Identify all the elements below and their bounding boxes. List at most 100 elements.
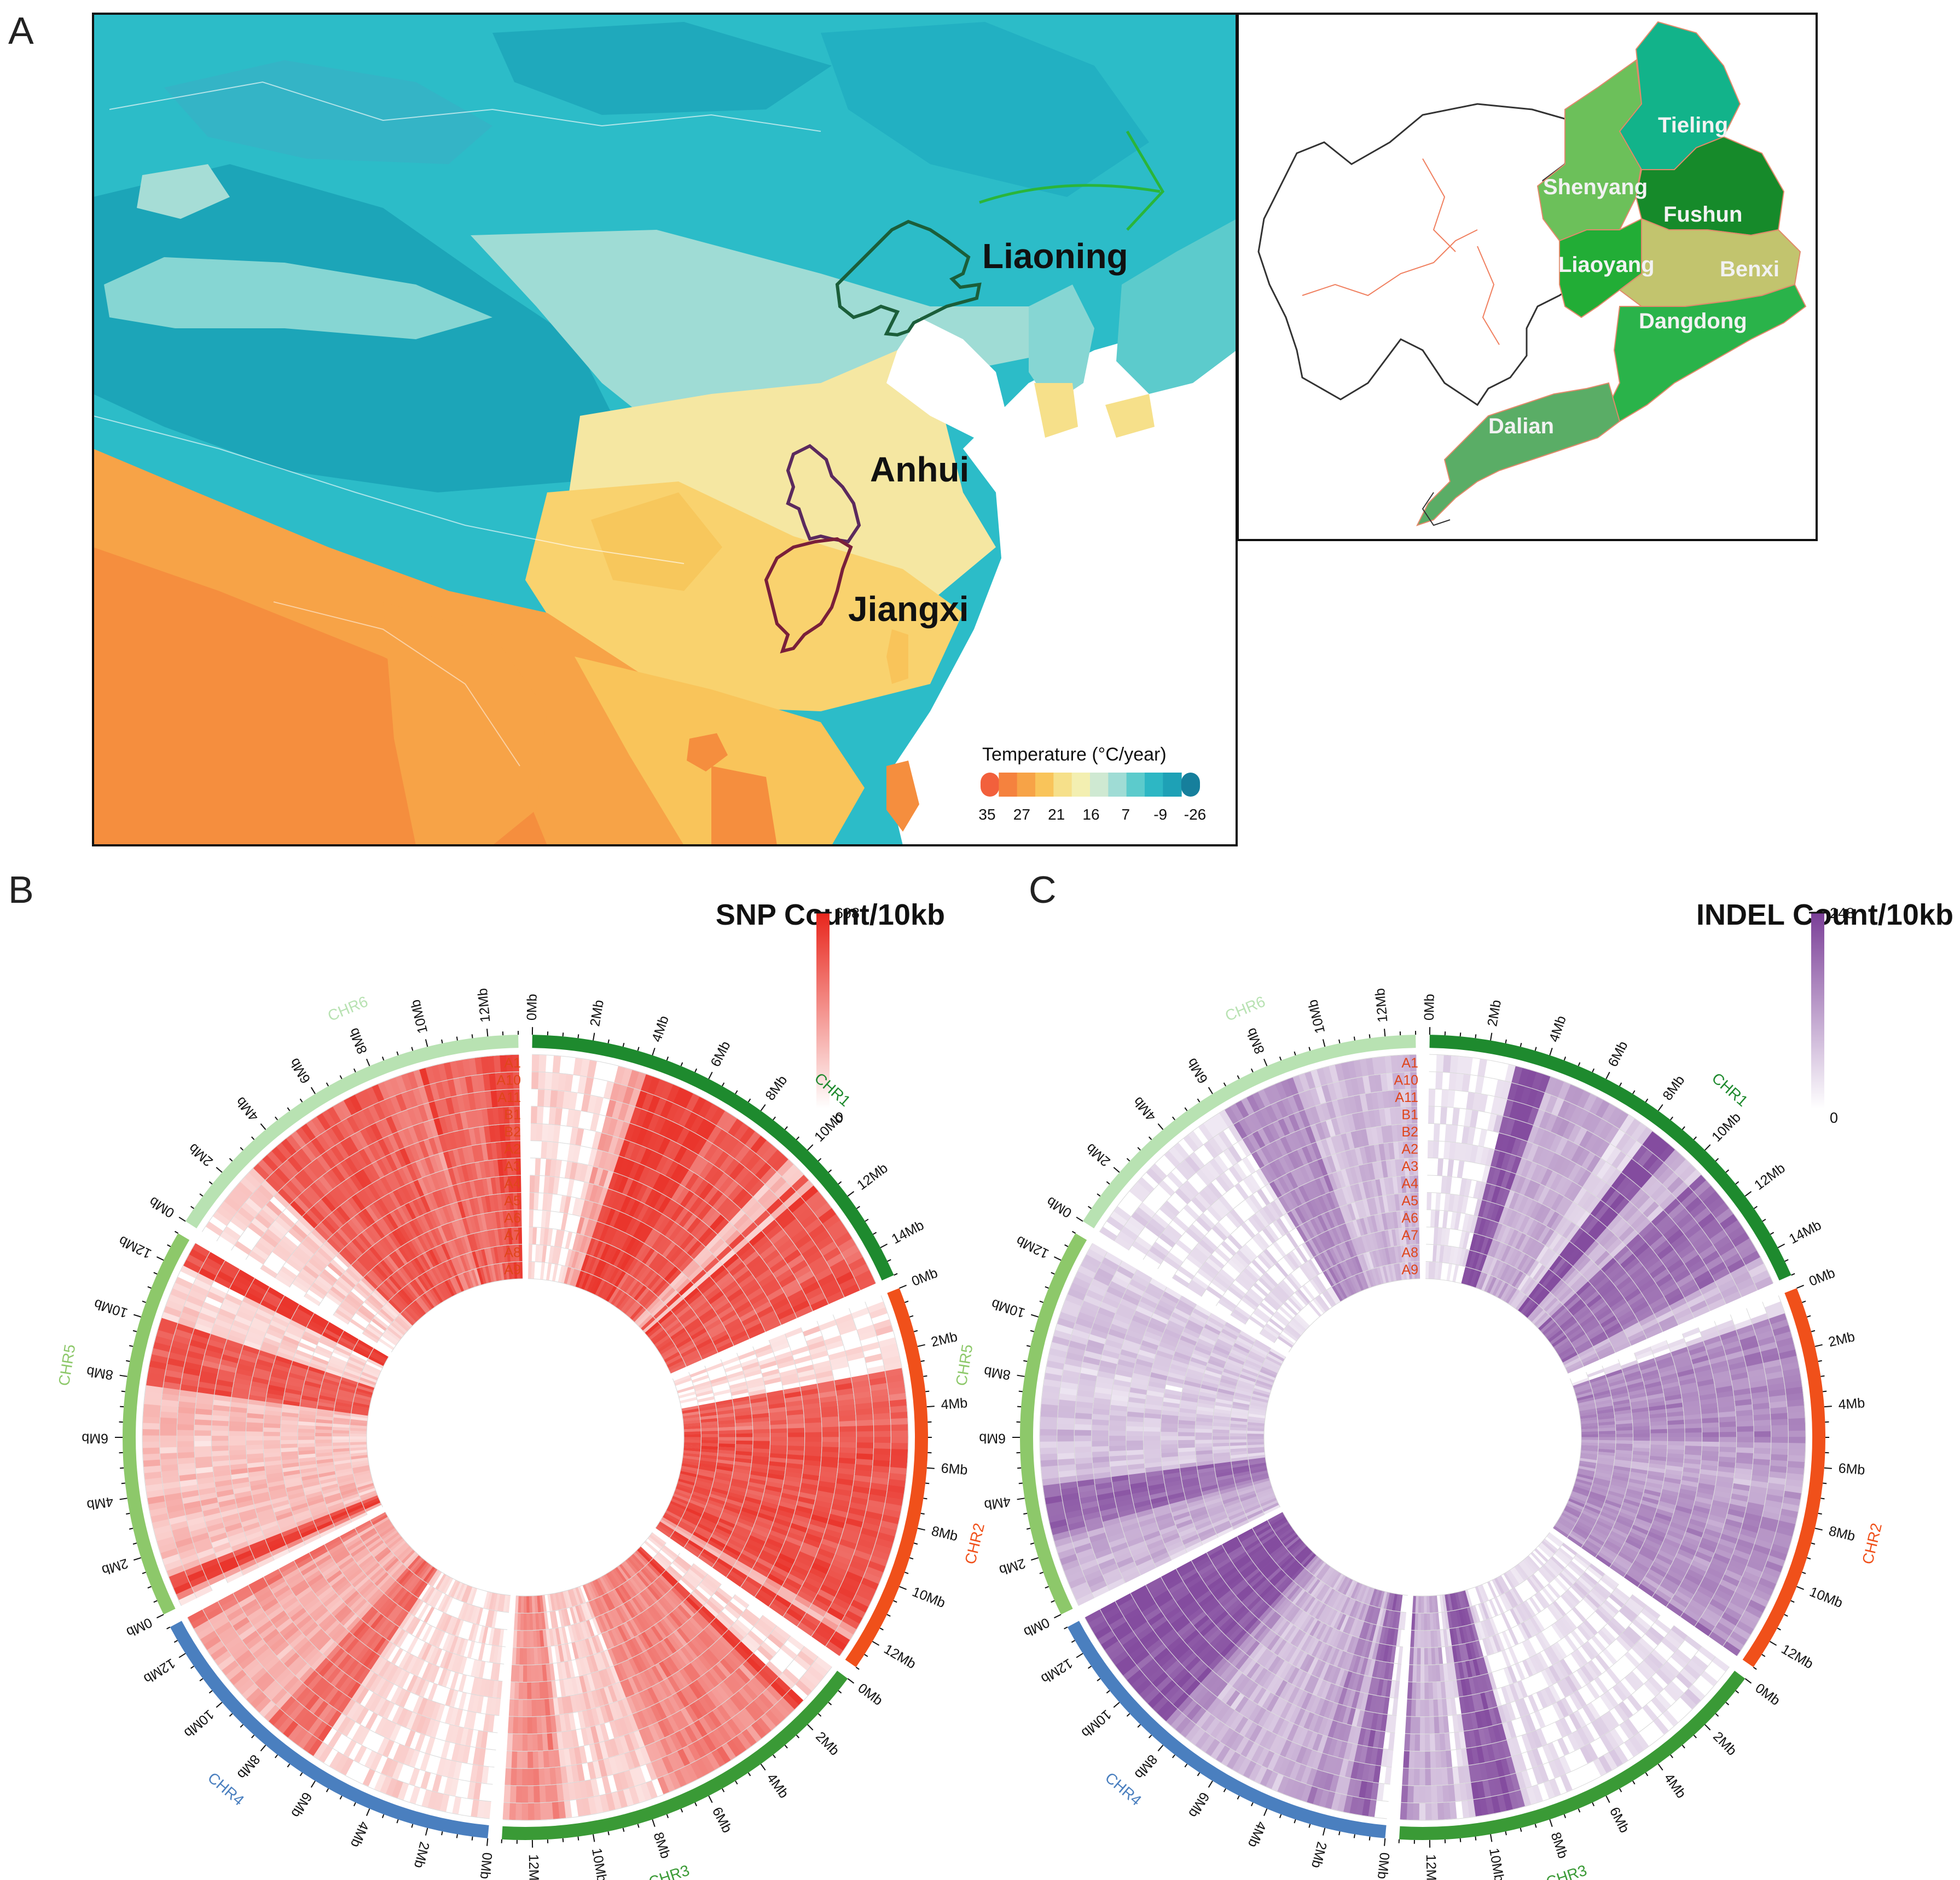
heat-cell [787,1428,805,1433]
city-dalian [1416,382,1621,526]
heat-cell [735,1418,752,1424]
heat-cell [699,1345,716,1356]
city-label-fushun: Fushun [1663,202,1742,227]
heat-cell [530,1630,534,1647]
heat-cell [505,1768,512,1785]
heat-cell [706,1362,723,1372]
heat-cell [815,1235,834,1251]
heat-cell [715,1302,732,1315]
ring-line [531,1123,813,1312]
heat-cell [511,1664,516,1682]
heat-cell [774,1351,792,1361]
heat-cell [748,1389,766,1396]
heat-cell [680,1234,694,1251]
heat-cell [749,1292,767,1305]
heat-cell [711,1330,728,1342]
heat-cell [787,1418,804,1425]
heat-cell [512,1647,517,1665]
heat-cell [578,1111,588,1129]
heat-cell [660,1345,677,1357]
heat-cell [693,1247,709,1263]
mb-tick-label: 4Mb [649,1014,672,1044]
heat-cell [592,1221,601,1239]
heat-cell [648,1327,664,1341]
heat-cell [580,1059,590,1077]
heat-cell [593,1204,603,1222]
heat-cell [683,1353,700,1364]
heat-cell [532,1751,539,1768]
heat-cell [703,1144,718,1162]
heat-cell [595,1279,606,1296]
heat-cell [701,1430,718,1435]
heat-cell [708,1291,724,1305]
heat-cell [744,1283,761,1297]
heat-cell [568,1250,576,1268]
heat-cell [712,1241,729,1258]
heat-cell [628,1162,640,1180]
heat-cell [693,1380,711,1389]
heat-cell [638,1267,652,1283]
heat-cell [654,1098,667,1116]
heat-cell [602,1188,613,1207]
heat-cell [246,1431,263,1436]
mb-tick-label: 6Mb [288,1789,315,1820]
axis-tick [909,1557,914,1560]
heat-cell [580,1182,589,1200]
heat-cell [564,1196,572,1214]
axis-tick [251,1734,255,1739]
heat-cell [732,1396,750,1403]
heat-cell [506,1750,512,1768]
heat-cell [608,1267,620,1284]
legend-swatches [981,773,1200,797]
heat-cell [542,1193,549,1211]
heat-cell [670,1299,687,1313]
heat-cell [546,1263,552,1281]
heat-cell [584,1201,594,1219]
heat-cell [541,1210,547,1228]
mb-tick-label: 8Mb [762,1073,790,1104]
heat-cell [733,1214,750,1230]
heat-cell [538,1055,547,1072]
heat-cell [752,1444,770,1449]
heat-cell [623,1256,635,1273]
heat-cell [572,1145,581,1163]
heat-cell [689,1155,704,1173]
heat-cell [564,1267,572,1285]
heat-cell [734,1145,751,1163]
heat-cell [890,1449,908,1457]
axis-tick [208,1690,213,1694]
heat-cell [700,1421,718,1426]
heat-cell [757,1189,774,1206]
heat-cell [606,1227,618,1245]
heat-cell [613,1291,625,1307]
heat-cell [558,1247,565,1266]
heat-cell [559,1195,567,1213]
heat-cell [651,1233,665,1251]
heat-cell [703,1257,720,1273]
heat-cell [701,1231,717,1247]
heat-cell [725,1205,741,1222]
heat-cell [640,1316,656,1331]
heat-cell [765,1385,783,1394]
heat-cell [572,1198,581,1216]
heat-cell [641,1093,654,1111]
heat-cell [784,1249,802,1264]
heat-cell [512,1733,518,1751]
axis-tick [747,1098,751,1103]
heat-cell [638,1166,651,1184]
heat-cell [813,1360,831,1370]
legend-ticks: 35 27 21 16 7 -9 -26 [978,806,1206,823]
heat-cell [839,1437,856,1443]
chromosome-label: CHR3 [647,1861,692,1880]
heat-cell [815,1370,833,1379]
heat-cell [848,1257,867,1272]
mb-tick-label: 2Mb [813,1729,842,1759]
axis-tick [156,1614,164,1618]
heat-cell [811,1262,830,1276]
heat-cell [560,1213,569,1231]
heat-cell [598,1169,609,1187]
heat-cell [635,1090,648,1109]
heat-cell [748,1180,765,1197]
heat-cell [631,1182,643,1200]
heat-cell [715,1396,732,1403]
